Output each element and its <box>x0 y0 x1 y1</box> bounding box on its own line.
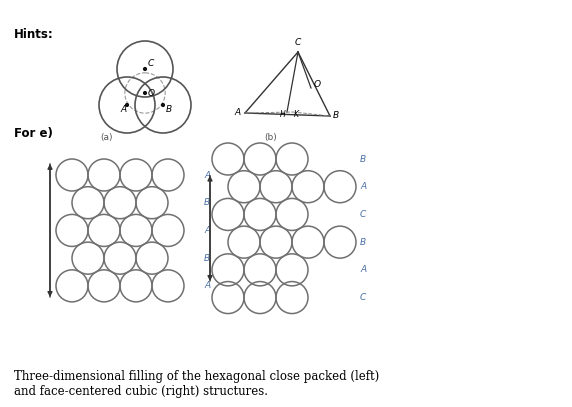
Text: A: A <box>120 105 126 114</box>
Text: A: A <box>204 171 210 179</box>
Text: C: C <box>295 38 301 47</box>
Text: C: C <box>148 59 154 68</box>
Text: Three-dimensional filling of the hexagonal close packed (left)
and face-centered: Three-dimensional filling of the hexagon… <box>14 370 379 398</box>
Text: B: B <box>360 238 366 247</box>
Text: For e): For e) <box>14 127 53 140</box>
Text: B: B <box>204 198 210 207</box>
Text: A: A <box>235 108 241 117</box>
Text: C: C <box>360 210 366 219</box>
Text: B: B <box>360 155 366 164</box>
Circle shape <box>144 92 146 94</box>
Circle shape <box>162 104 164 106</box>
Text: B: B <box>204 254 210 263</box>
Text: H: H <box>280 110 286 119</box>
Text: A: A <box>360 182 366 191</box>
Text: K: K <box>294 110 299 119</box>
Text: (b): (b) <box>264 133 277 142</box>
Text: C: C <box>360 293 366 302</box>
Text: (a): (a) <box>100 133 113 142</box>
Text: A: A <box>360 265 366 274</box>
Text: A: A <box>204 226 210 235</box>
Text: Hints:: Hints: <box>14 28 54 41</box>
Text: A: A <box>204 281 210 290</box>
Text: O: O <box>314 80 321 89</box>
Text: B: B <box>166 105 172 114</box>
Circle shape <box>126 104 128 106</box>
Text: O: O <box>148 88 155 98</box>
Text: B: B <box>333 111 339 120</box>
Circle shape <box>144 68 146 70</box>
